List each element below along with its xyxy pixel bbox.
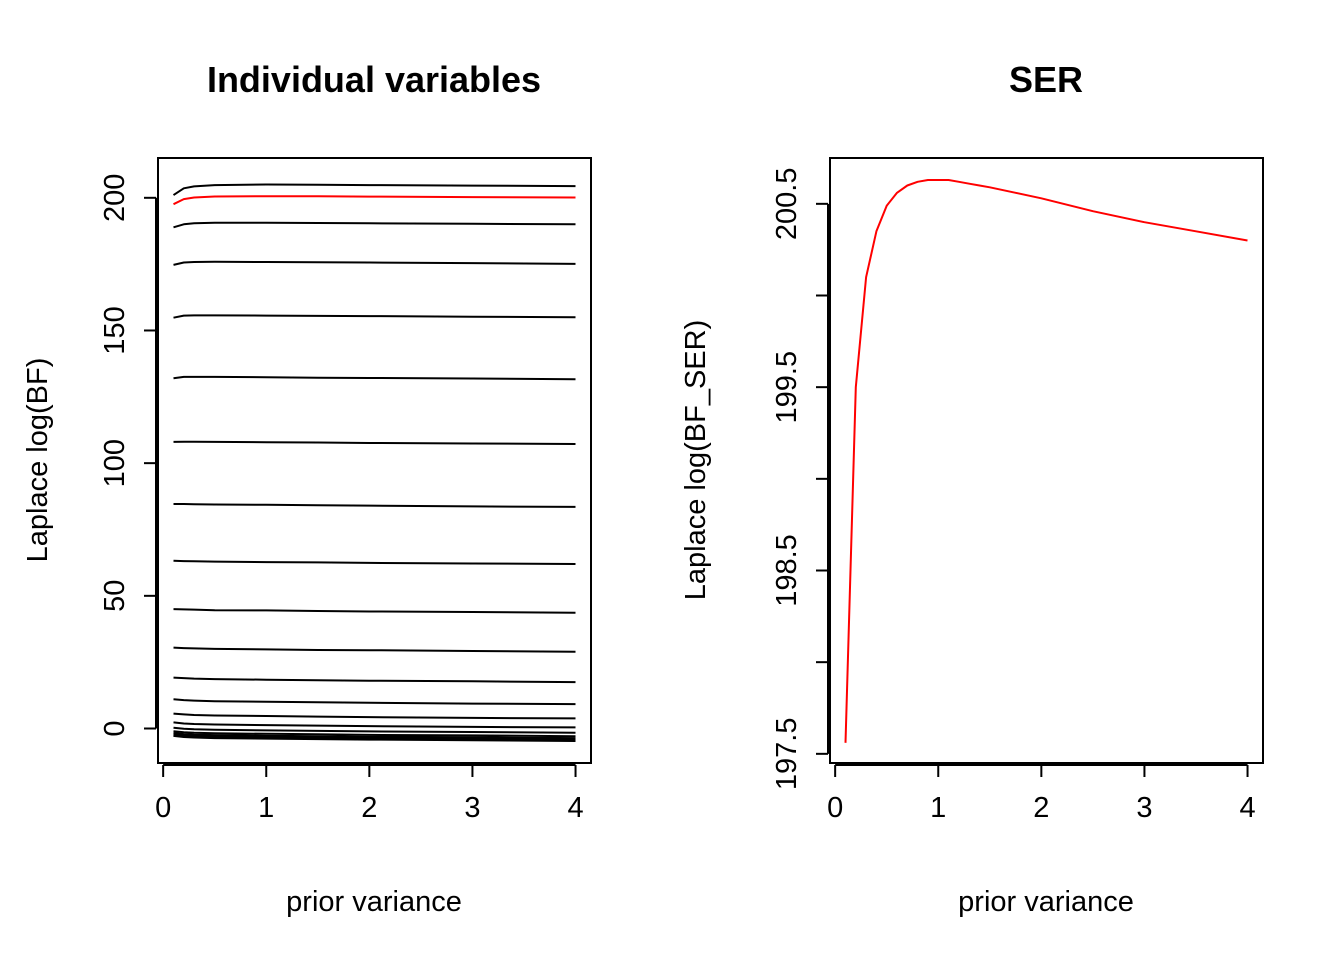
series-line-10 [173,676,576,684]
series-line-13 [173,721,576,729]
series-line-20 [173,734,576,742]
x-tick-label: 1 [930,792,946,824]
y-axis: 197.5 198.5 199.5 200.5 [771,168,829,791]
y-tick-label: 50 [99,580,131,612]
x-tick-label: 1 [258,792,274,824]
series-layer [844,179,1248,743]
y-axis-label: Laplace log(BF_SER) [680,320,712,600]
series-line-1 [173,221,576,229]
plot-frame [829,157,1264,764]
x-tick-label: 4 [567,792,583,824]
y-tick-label: 100 [99,439,131,487]
plot-frame [157,157,592,764]
x-axis: 0 1 2 3 4 [827,764,1256,824]
panel-ser: SER 0 1 2 3 4 197.5 198.5 199.5 200.5 prior var… [680,59,1264,918]
series-line-3 [173,314,576,319]
y-tick-label: 199.5 [771,351,803,424]
y-axis: 0 50 100 150 200 [99,174,157,737]
series-line-14 [173,726,576,734]
x-tick-label: 2 [1033,792,1049,824]
series-layer [172,183,576,742]
series-line-7 [173,559,576,565]
series-line-4 [173,375,576,381]
x-tick-label: 3 [1136,792,1152,824]
series-line-2 [173,260,576,266]
series-line-21 [173,195,576,206]
y-axis-label: Laplace log(BF) [22,358,54,563]
y-tick-label: 200.5 [771,168,803,241]
x-tick-label: 2 [361,792,377,824]
series-line-6 [173,503,576,508]
x-axis-label: prior variance [958,886,1134,918]
series-line-12 [173,712,576,720]
x-axis-label: prior variance [286,886,462,918]
x-tick-label: 4 [1239,792,1255,824]
chart-title: SER [1009,59,1083,100]
y-tick-label: 150 [99,306,131,354]
series-line-5 [173,440,576,445]
y-tick-label: 197.5 [771,718,803,791]
series-line-9 [173,646,576,653]
series-line-11 [173,698,576,706]
series-line-0 [172,183,576,196]
x-tick-label: 0 [827,792,843,824]
x-axis: 0 1 2 3 4 [155,764,584,824]
chart-title: Individual variables [207,59,541,100]
x-tick-label: 0 [155,792,171,824]
x-tick-label: 3 [464,792,480,824]
series-line-0 [844,179,1248,743]
y-tick-label: 198.5 [771,534,803,607]
y-tick-label: 0 [99,720,131,736]
y-tick-label: 200 [99,174,131,222]
series-line-8 [173,608,576,614]
series-line-15 [173,730,576,738]
